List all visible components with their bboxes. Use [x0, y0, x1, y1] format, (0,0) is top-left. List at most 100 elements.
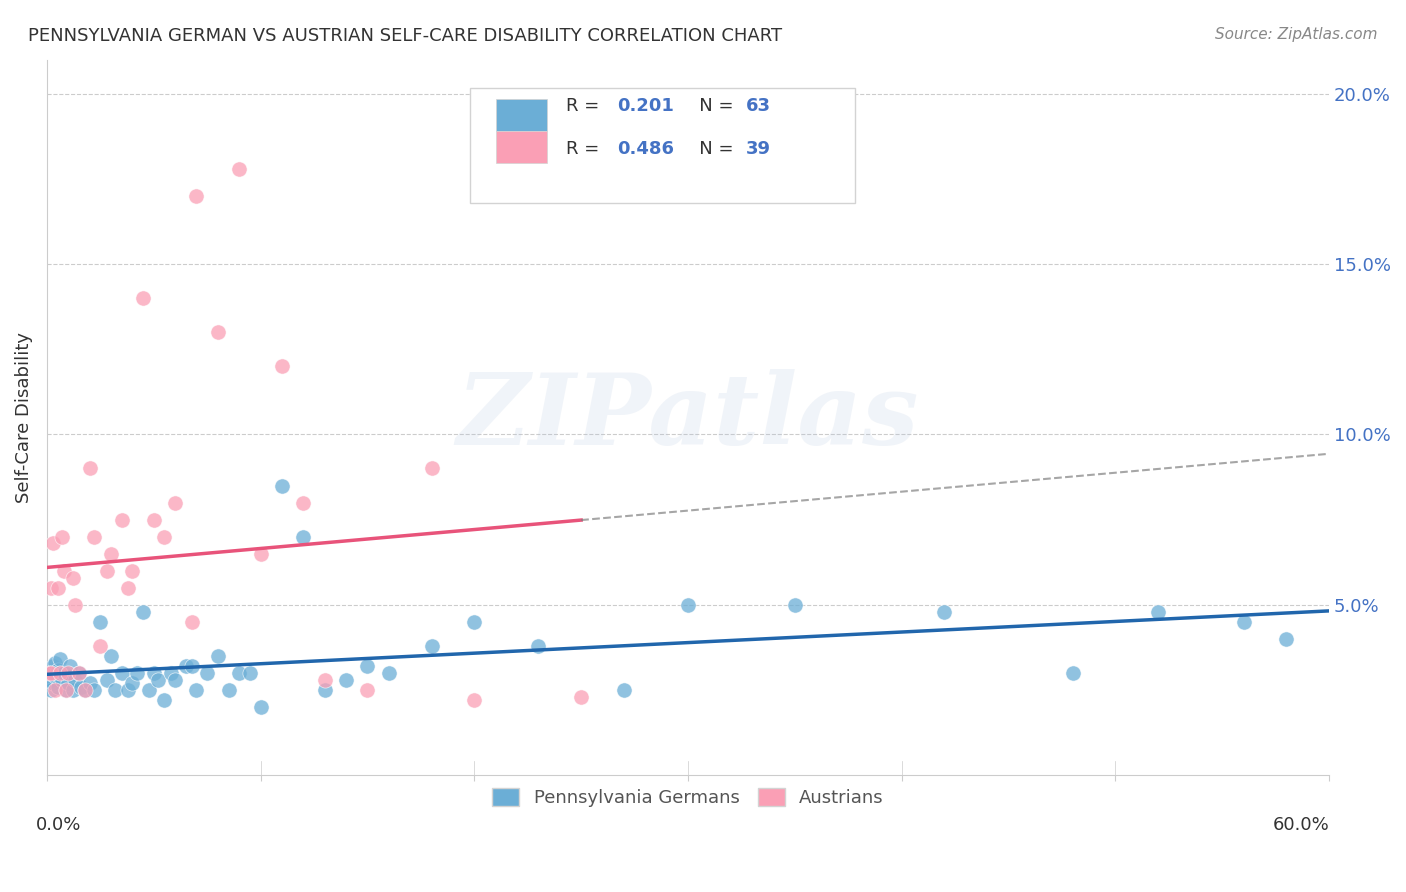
- Point: [271, 478, 294, 492]
- Point: [89, 615, 111, 629]
- Point: [207, 325, 229, 339]
- Text: R =: R =: [567, 97, 612, 115]
- Point: [146, 673, 169, 687]
- Text: Source: ZipAtlas.com: Source: ZipAtlas.com: [1215, 27, 1378, 42]
- Point: [569, 690, 592, 704]
- Point: [142, 665, 165, 680]
- Point: [46, 680, 69, 694]
- Point: [138, 683, 160, 698]
- Point: [104, 683, 127, 698]
- Point: [132, 291, 155, 305]
- Point: [100, 547, 122, 561]
- Point: [63, 598, 86, 612]
- Point: [1147, 605, 1170, 619]
- Point: [42, 659, 65, 673]
- Point: [186, 683, 208, 698]
- Point: [207, 648, 229, 663]
- Y-axis label: Self-Care Disability: Self-Care Disability: [15, 332, 32, 503]
- Point: [42, 536, 65, 550]
- Point: [79, 676, 101, 690]
- Point: [463, 615, 485, 629]
- Point: [249, 700, 271, 714]
- Point: [249, 547, 271, 561]
- Point: [934, 605, 956, 619]
- Point: [39, 683, 62, 698]
- Point: [527, 639, 550, 653]
- Point: [1062, 665, 1084, 680]
- Point: [195, 665, 218, 680]
- Point: [51, 673, 73, 687]
- Point: [125, 665, 148, 680]
- Point: [165, 495, 187, 509]
- Point: [67, 665, 90, 680]
- Point: [42, 676, 65, 690]
- Point: [613, 683, 636, 698]
- Point: [75, 683, 97, 698]
- Point: [79, 461, 101, 475]
- Point: [83, 530, 105, 544]
- Point: [83, 683, 105, 698]
- FancyBboxPatch shape: [496, 131, 547, 163]
- Point: [67, 665, 90, 680]
- Point: [153, 693, 176, 707]
- Point: [420, 461, 443, 475]
- Point: [53, 564, 76, 578]
- Point: [142, 513, 165, 527]
- Point: [271, 359, 294, 374]
- Text: N =: N =: [682, 140, 738, 158]
- Point: [292, 495, 315, 509]
- Point: [55, 683, 77, 698]
- Point: [96, 673, 118, 687]
- Point: [39, 581, 62, 595]
- Point: [228, 161, 250, 176]
- Point: [58, 676, 80, 690]
- Point: [62, 570, 84, 584]
- Point: [186, 189, 208, 203]
- Point: [239, 665, 262, 680]
- Point: [1275, 632, 1298, 646]
- Text: PENNSYLVANIA GERMAN VS AUSTRIAN SELF-CARE DISABILITY CORRELATION CHART: PENNSYLVANIA GERMAN VS AUSTRIAN SELF-CAR…: [28, 27, 782, 45]
- Text: N =: N =: [682, 97, 738, 115]
- FancyBboxPatch shape: [470, 88, 855, 202]
- Point: [378, 665, 401, 680]
- Text: 63: 63: [745, 97, 770, 115]
- Point: [51, 530, 73, 544]
- Point: [335, 673, 357, 687]
- Text: ZIPatlas: ZIPatlas: [457, 369, 920, 466]
- Point: [59, 659, 82, 673]
- Point: [228, 665, 250, 680]
- Legend: Pennsylvania Germans, Austrians: Pennsylvania Germans, Austrians: [484, 779, 893, 816]
- Point: [218, 683, 240, 698]
- Point: [165, 673, 187, 687]
- Point: [44, 669, 66, 683]
- Point: [44, 656, 66, 670]
- Point: [46, 581, 69, 595]
- Point: [132, 605, 155, 619]
- Point: [111, 513, 134, 527]
- Point: [75, 683, 97, 698]
- Point: [48, 665, 70, 680]
- Point: [46, 663, 69, 677]
- FancyBboxPatch shape: [496, 99, 547, 131]
- Point: [58, 665, 80, 680]
- Point: [48, 652, 70, 666]
- Point: [38, 665, 60, 680]
- Point: [1233, 615, 1256, 629]
- Point: [160, 665, 183, 680]
- Point: [55, 683, 77, 698]
- Text: 0.201: 0.201: [617, 97, 675, 115]
- Point: [39, 673, 62, 687]
- Point: [44, 683, 66, 698]
- Point: [100, 648, 122, 663]
- Point: [153, 530, 176, 544]
- Text: 0.0%: 0.0%: [37, 816, 82, 834]
- Point: [89, 639, 111, 653]
- Point: [62, 683, 84, 698]
- Point: [174, 659, 197, 673]
- Point: [117, 683, 139, 698]
- Text: 39: 39: [745, 140, 770, 158]
- Point: [111, 665, 134, 680]
- Point: [181, 615, 204, 629]
- Point: [314, 673, 336, 687]
- Point: [314, 683, 336, 698]
